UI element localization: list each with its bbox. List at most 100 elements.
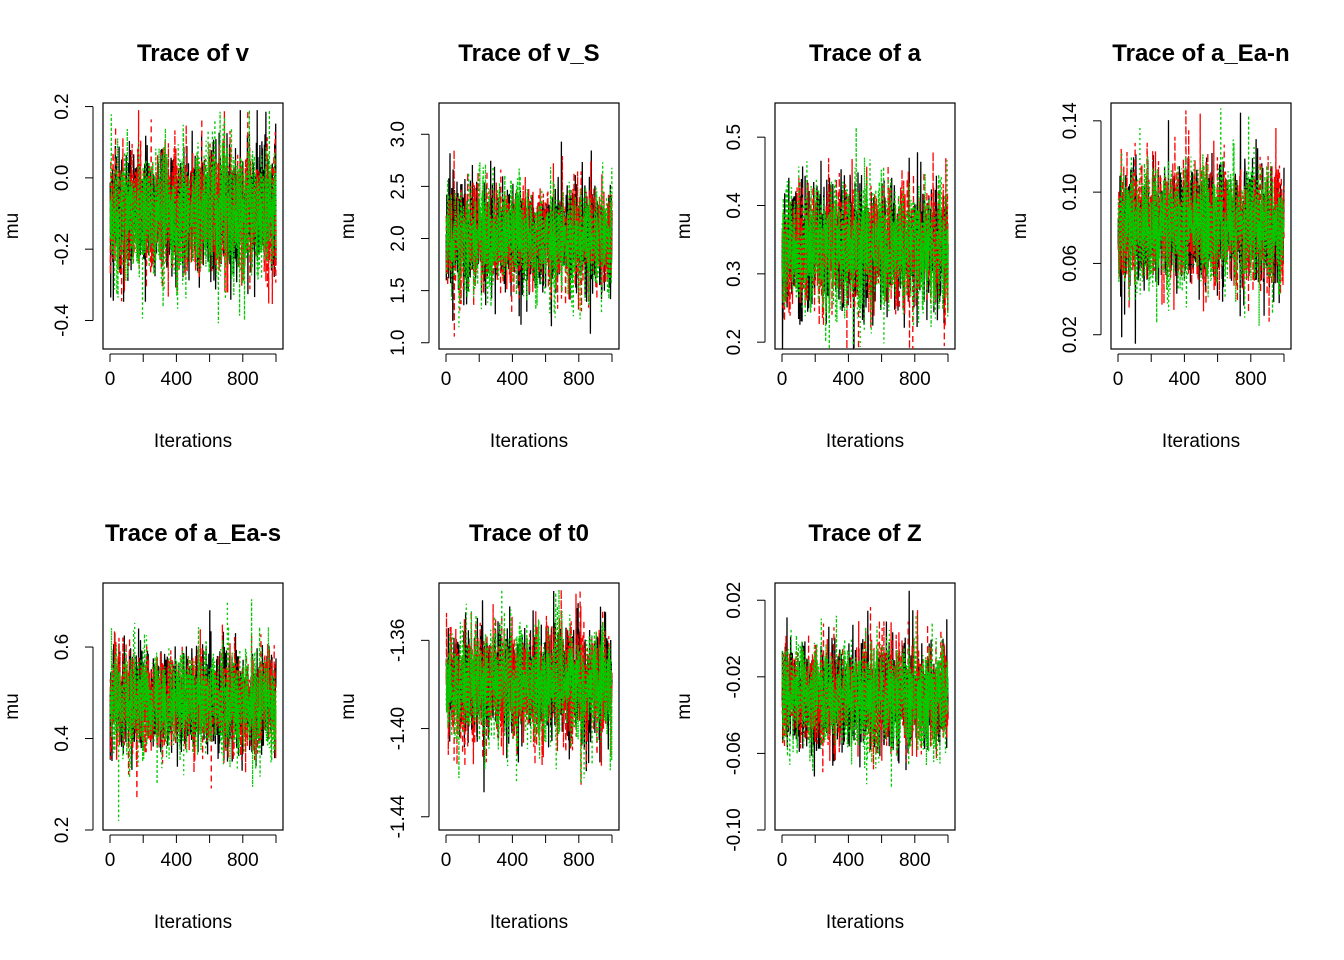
y-tick-label: 0.3 bbox=[724, 261, 745, 287]
series-group bbox=[445, 141, 613, 337]
x-tick-label: 400 bbox=[497, 369, 529, 390]
y-axis-label: mu bbox=[2, 693, 23, 719]
panel-title: Trace of a_Ea-s bbox=[105, 520, 281, 547]
series-line-chain-2 bbox=[445, 149, 613, 337]
x-tick-label: 400 bbox=[1169, 369, 1201, 390]
y-tick-label: 0.4 bbox=[52, 725, 73, 752]
x-tick-label: 800 bbox=[227, 369, 259, 390]
trace-panel-3: 0 400 800 0.2 0.3 0.4 0.5 Trace of a Iterations m… bbox=[674, 40, 956, 452]
y-tick-label: 1.0 bbox=[388, 330, 409, 356]
x-axis-label: Iterations bbox=[826, 912, 904, 933]
trace-panel-5: 0 400 800 0.2 0.4 0.6 Trace of a_Ea-s Iteration… bbox=[2, 520, 284, 933]
y-tick-label: 0.4 bbox=[724, 192, 745, 219]
x-tick-label: 400 bbox=[161, 369, 193, 390]
x-tick-label: 0 bbox=[777, 369, 788, 390]
y-tick-label: 0.2 bbox=[52, 817, 73, 843]
x-tick-label: 0 bbox=[105, 850, 116, 871]
x-axis-label: Iterations bbox=[490, 912, 568, 933]
x-tick-label: 800 bbox=[899, 850, 931, 871]
x-axis-label: Iterations bbox=[1162, 431, 1240, 452]
x-tick-label: 0 bbox=[1113, 369, 1124, 390]
series-line-chain-3 bbox=[109, 110, 277, 324]
y-tick-label: 0.10 bbox=[1060, 174, 1081, 211]
y-tick-label: -0.2 bbox=[52, 233, 73, 266]
panel-title: Trace of a bbox=[809, 40, 922, 67]
series-line-chain-3 bbox=[781, 127, 949, 349]
x-tick-label: 800 bbox=[563, 369, 595, 390]
series-line-chain-2 bbox=[445, 589, 613, 785]
trace-panel-6: 0 400 800 -1.44 -1.40 -1.36 Trace of t0 Iterati… bbox=[338, 520, 620, 933]
series-line-chain-3 bbox=[781, 614, 949, 788]
panel-title: Trace of v bbox=[137, 40, 250, 67]
plot-frame bbox=[774, 582, 956, 831]
x-tick-label: 400 bbox=[833, 369, 865, 390]
trace-panel-7: 0 400 800 -0.10 -0.06 -0.02 0.02 Trace of Z Iter… bbox=[674, 520, 956, 933]
series-group bbox=[781, 127, 949, 349]
panel-title: Trace of v_S bbox=[458, 40, 599, 67]
y-tick-label: -1.36 bbox=[388, 619, 409, 662]
plot-frame bbox=[102, 102, 284, 350]
y-tick-label: 2.5 bbox=[388, 173, 409, 199]
x-tick-label: 0 bbox=[441, 369, 452, 390]
y-tick-label: 0.02 bbox=[724, 582, 745, 619]
series-group bbox=[109, 110, 277, 324]
series-line-chain-3 bbox=[1117, 108, 1285, 327]
x-tick-label: 400 bbox=[161, 850, 193, 871]
series-group bbox=[781, 590, 949, 788]
trace-panel-1: 0 400 800 -0.4 -0.2 0.0 0.2 Trace of v Iteration… bbox=[2, 40, 284, 452]
y-tick-label: -0.4 bbox=[52, 304, 73, 337]
x-axis-label: Iterations bbox=[154, 431, 232, 452]
x-axis-label: Iterations bbox=[826, 431, 904, 452]
y-tick-label: -0.06 bbox=[724, 732, 745, 775]
y-tick-label: 0.2 bbox=[52, 93, 73, 119]
x-tick-label: 0 bbox=[441, 850, 452, 871]
y-tick-label: 0.0 bbox=[52, 165, 73, 191]
y-tick-label: 0.5 bbox=[724, 124, 745, 150]
y-axis-label: mu bbox=[338, 693, 359, 719]
trace-panel-4: 0 400 800 0.02 0.06 0.10 0.14 Trace of a_Ea-n It… bbox=[1010, 40, 1292, 452]
y-tick-label: 0.2 bbox=[724, 329, 745, 355]
y-tick-label: 0.6 bbox=[52, 634, 73, 660]
y-tick-label: 1.5 bbox=[388, 277, 409, 303]
x-tick-label: 800 bbox=[1235, 369, 1267, 390]
x-tick-label: 400 bbox=[497, 850, 529, 871]
panel-title: Trace of a_Ea-n bbox=[1112, 40, 1289, 67]
trace-panel-2: 0 400 800 1.0 1.5 2.0 2.5 3.0 Trace of v_S Iterat… bbox=[338, 40, 620, 452]
x-tick-label: 400 bbox=[833, 850, 865, 871]
y-tick-label: 3.0 bbox=[388, 121, 409, 147]
y-tick-label: 0.06 bbox=[1060, 245, 1081, 282]
y-axis-label: mu bbox=[1010, 213, 1031, 239]
y-tick-label: -0.02 bbox=[724, 655, 745, 698]
series-line-chain-3 bbox=[445, 589, 613, 784]
x-tick-label: 0 bbox=[777, 850, 788, 871]
series-group bbox=[445, 589, 613, 793]
plot-frame bbox=[438, 102, 620, 350]
x-axis-label: Iterations bbox=[154, 912, 232, 933]
series-group bbox=[1117, 108, 1285, 344]
plot-frame bbox=[102, 582, 284, 831]
x-tick-label: 800 bbox=[563, 850, 595, 871]
y-axis-label: mu bbox=[674, 693, 695, 719]
x-tick-label: 800 bbox=[899, 369, 931, 390]
x-tick-label: 800 bbox=[227, 850, 259, 871]
series-line-chain-3 bbox=[445, 162, 613, 328]
plot-frame bbox=[1110, 102, 1292, 350]
y-axis-label: mu bbox=[674, 213, 695, 239]
y-axis-label: mu bbox=[338, 213, 359, 239]
y-tick-label: 2.0 bbox=[388, 225, 409, 251]
y-tick-label: -0.10 bbox=[724, 808, 745, 851]
series-line-chain-3 bbox=[109, 599, 277, 821]
x-axis-label: Iterations bbox=[490, 431, 568, 452]
y-tick-label: -1.44 bbox=[388, 795, 409, 839]
series-group bbox=[109, 599, 277, 821]
panel-title: Trace of Z bbox=[808, 520, 921, 547]
panel-title: Trace of t0 bbox=[469, 520, 589, 547]
y-tick-label: 0.14 bbox=[1060, 102, 1081, 139]
plot-frame bbox=[774, 102, 956, 350]
y-tick-label: -1.40 bbox=[388, 707, 409, 750]
plot-frame bbox=[438, 582, 620, 831]
x-tick-label: 0 bbox=[105, 369, 116, 390]
y-axis-label: mu bbox=[2, 213, 23, 239]
y-tick-label: 0.02 bbox=[1060, 316, 1081, 353]
